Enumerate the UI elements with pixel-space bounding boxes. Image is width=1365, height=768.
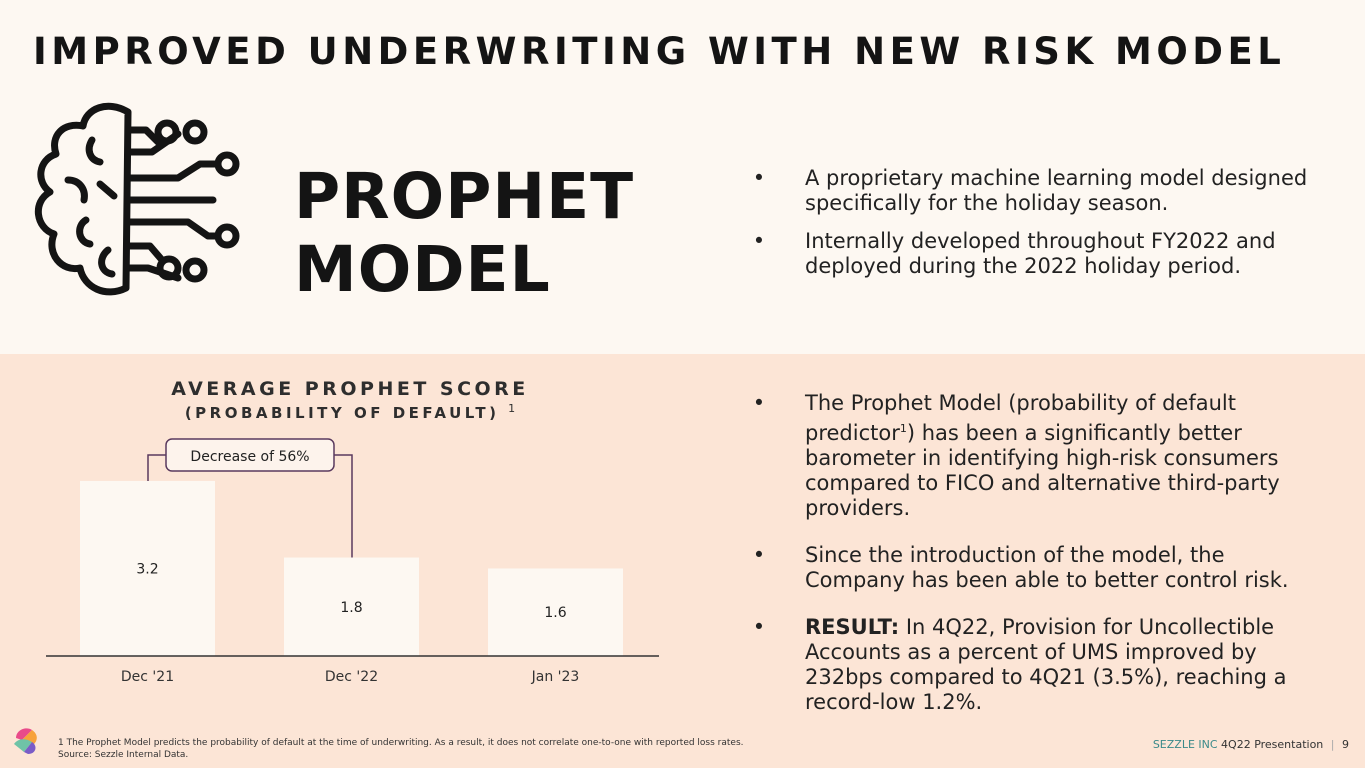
- bullet-item: • Internally developed throughout FY2022 …: [752, 229, 1276, 278]
- footer-brand: SEZZLE INC: [1152, 738, 1218, 751]
- annotation-box: [165, 438, 335, 472]
- annotation-label: Decrease of 56%: [190, 449, 309, 465]
- slide-title: IMPROVED UNDERWRITING WITH NEW RISK MODE…: [33, 30, 1286, 73]
- chart-subtitle: (PROBABILITY OF DEFAULT) 1: [80, 402, 620, 422]
- chart-title: AVERAGE PROPHET SCORE: [171, 378, 529, 400]
- bullet-item: • The Prophet Model (probability of defau…: [752, 391, 1280, 520]
- bullet-text: A proprietary machine learning model des…: [805, 166, 1308, 215]
- bar-3: [488, 568, 623, 656]
- bullet-text: Since the introduction of the model, the…: [805, 543, 1289, 592]
- x-tick-label: Jan '23: [531, 669, 580, 685]
- bullet-item: • A proprietary machine learning model de…: [752, 166, 1308, 215]
- bullet-text: Internally developed throughout FY2022 a…: [805, 229, 1276, 278]
- model-name-line1: PROPHET: [294, 160, 635, 233]
- footnote-ref: 1: [899, 422, 907, 435]
- annotation-bracket-left: [147, 454, 166, 481]
- bullet-text: In 4Q22, Provision for Uncollectible Acc…: [805, 615, 1287, 714]
- brain-circuit-icon: [34, 102, 240, 296]
- x-tick-label: Dec '21: [121, 669, 174, 685]
- footnote-source: Source: Sezzle Internal Data.: [58, 750, 189, 760]
- annotation-bracket-right: [334, 454, 353, 558]
- top-section: [0, 0, 1365, 354]
- result-label: RESULT:: [805, 615, 900, 639]
- chart-subtitle-sup: 1: [508, 402, 516, 415]
- bullet-item: • RESULT: In 4Q22, Provision for Uncollec…: [752, 615, 1287, 714]
- footnote: 1 The Prophet Model predicts the probabi…: [58, 737, 744, 761]
- chart-subtitle-text: (PROBABILITY OF DEFAULT): [184, 404, 500, 422]
- bottom-section: [0, 354, 1365, 768]
- bullet-text-b: ) has been a significantly better barome…: [805, 421, 1280, 520]
- page-number: 9: [1342, 738, 1349, 751]
- model-name-line2: MODEL: [294, 233, 551, 306]
- top-bullet-list: • A proprietary machine learning model de…: [749, 166, 1349, 292]
- sezzle-logo-icon: [14, 728, 37, 754]
- bar-1: [80, 480, 215, 656]
- bullet-text-a: The Prophet Model (probability of defaul…: [805, 391, 1236, 445]
- bar-2: [284, 557, 419, 656]
- model-name: PROPHET MODEL: [294, 160, 634, 306]
- footer-deck: 4Q22 Presentation: [1221, 738, 1324, 751]
- bar-value-label: 3.2: [136, 561, 158, 577]
- x-tick-label: Dec '22: [325, 669, 378, 685]
- bottom-bullet-list: • The Prophet Model (probability of defau…: [749, 391, 1329, 737]
- footer: SEZZLE INC 4Q22 Presentation | 9: [1153, 738, 1349, 751]
- footnote-line1: 1 The Prophet Model predicts the probabi…: [58, 738, 744, 748]
- bar-value-label: 1.8: [340, 600, 362, 616]
- footer-separator: |: [1330, 738, 1335, 751]
- bullet-item: • Since the introduction of the model, th…: [752, 543, 1289, 592]
- bar-value-label: 1.6: [544, 605, 566, 621]
